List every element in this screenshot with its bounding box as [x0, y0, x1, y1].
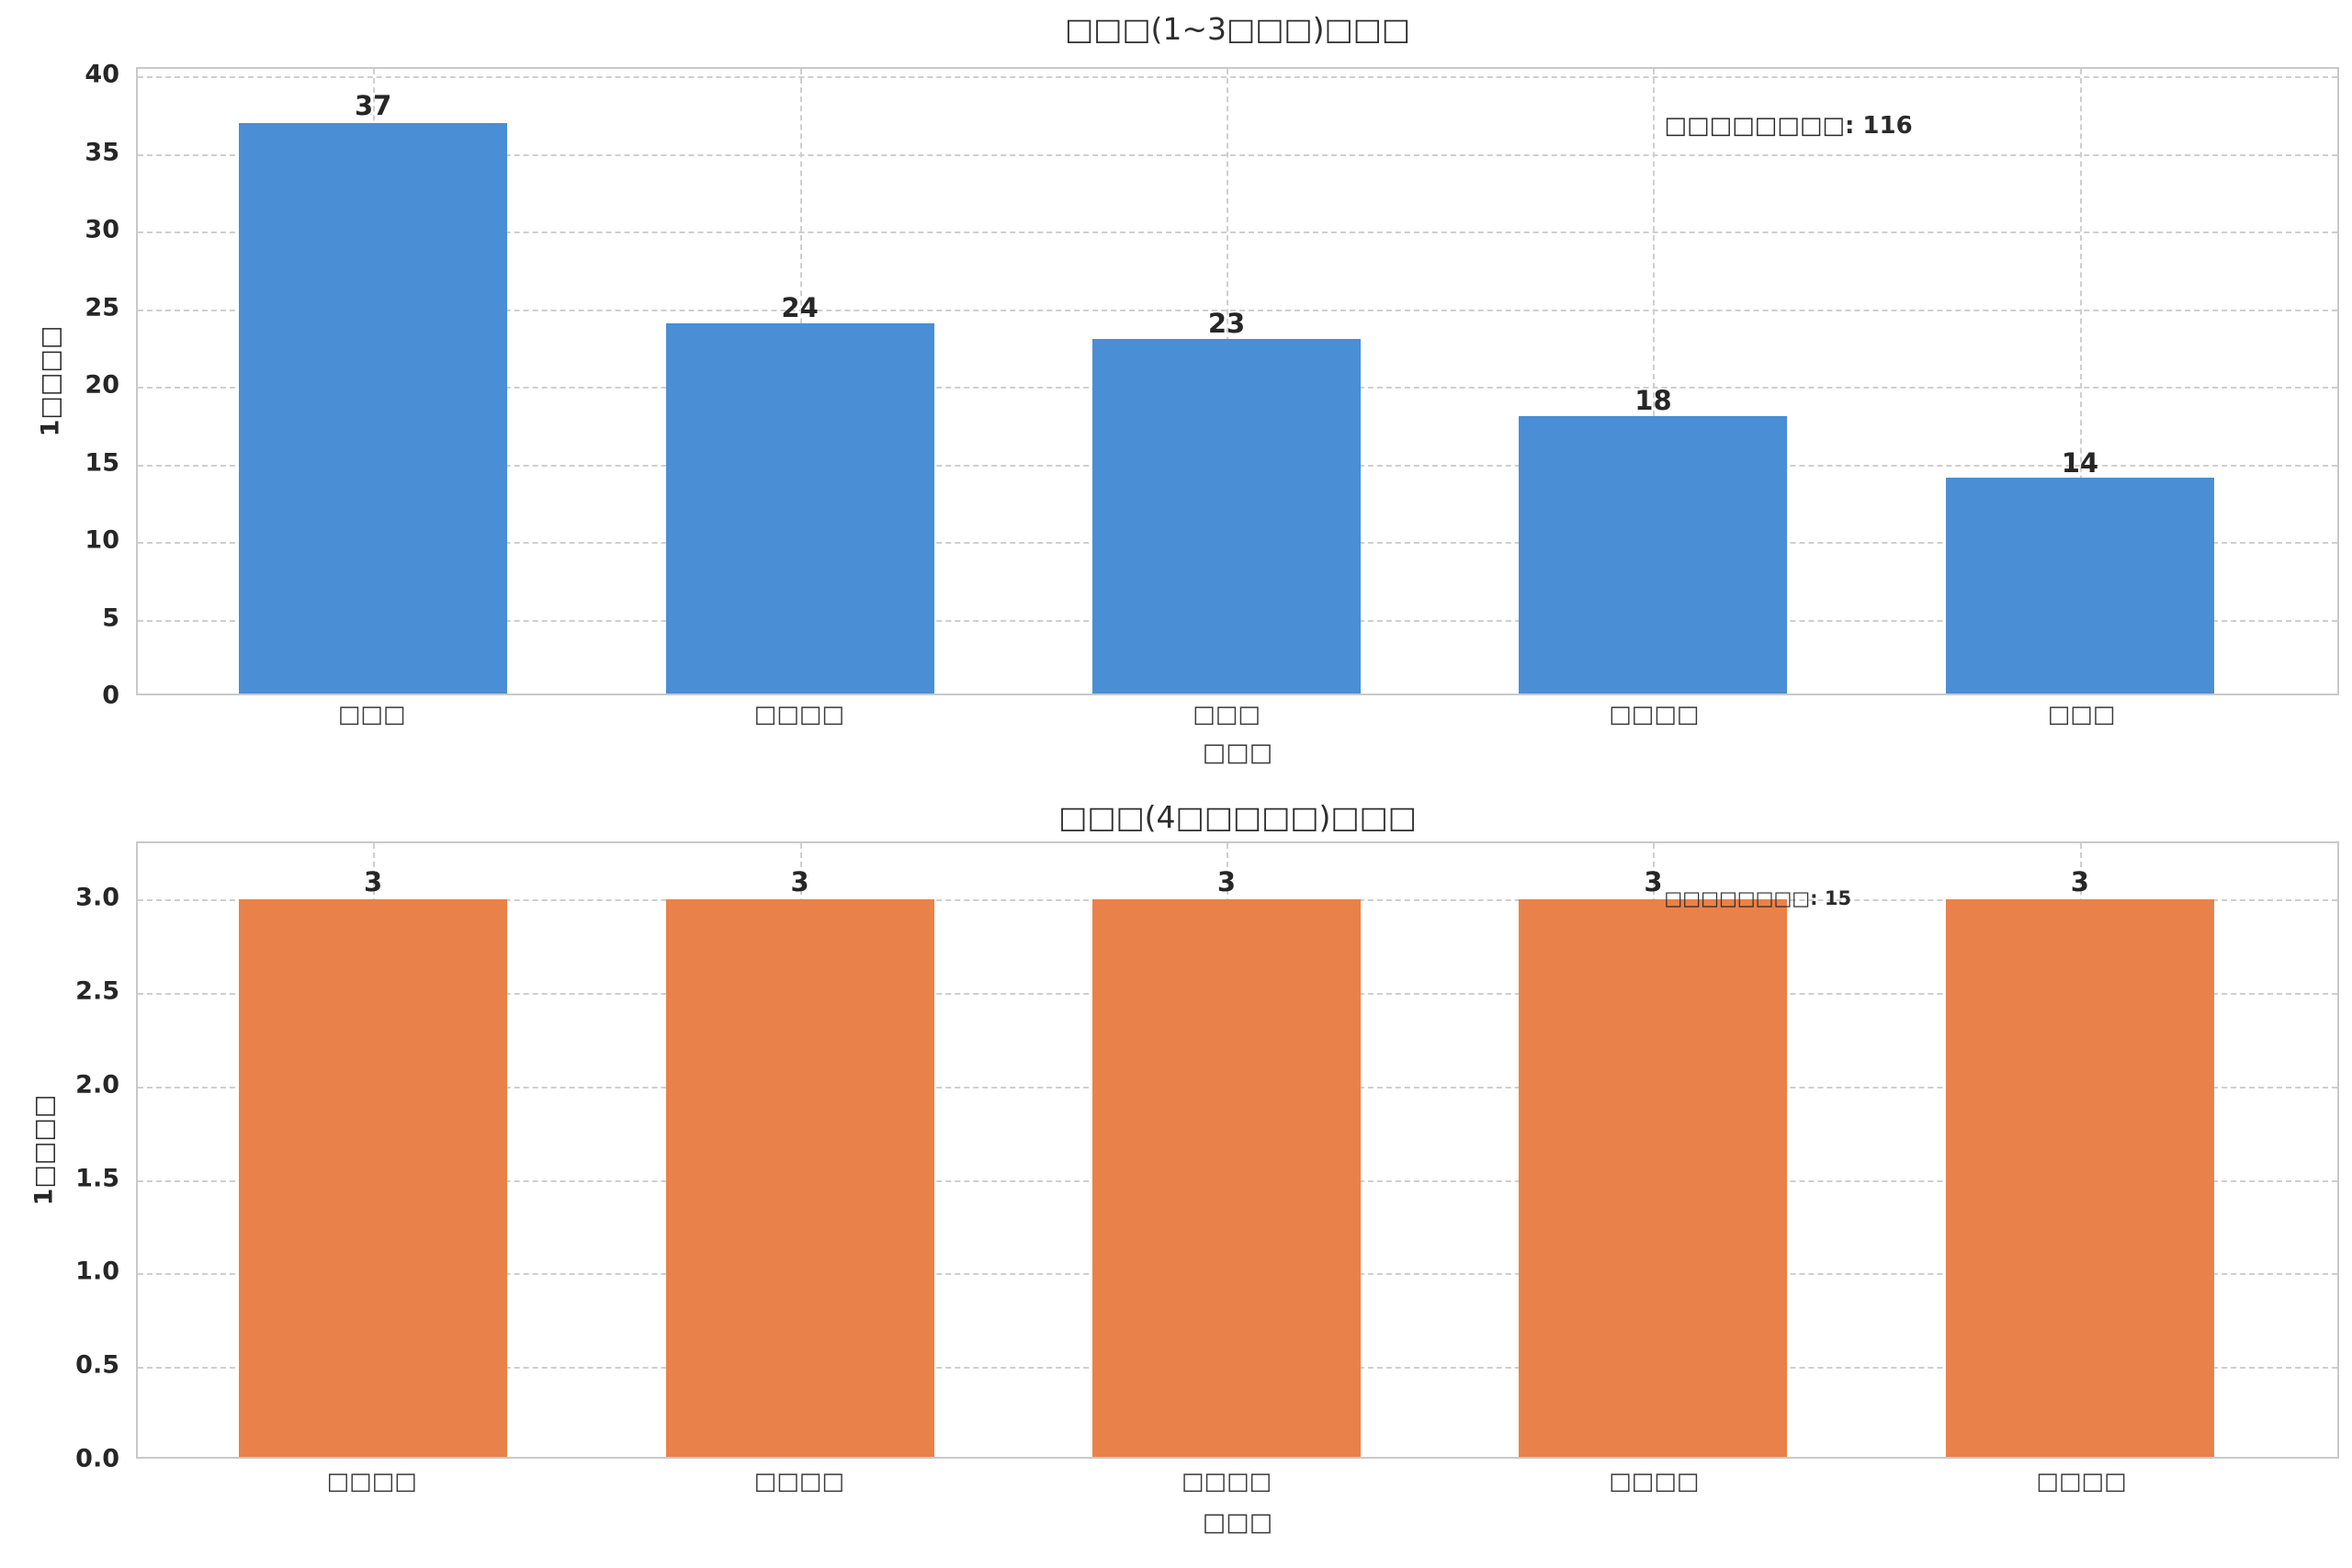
bar-value-label: 18	[1634, 385, 1672, 416]
v-gridline	[1653, 69, 1656, 694]
h-gridline	[138, 153, 2337, 156]
total-annotation: □□□□□□□□: 15	[1664, 887, 1852, 910]
bar	[1945, 477, 2214, 694]
x-axis-label: □□□	[1202, 1508, 1273, 1537]
y-tick-label: 40	[85, 60, 119, 89]
y-tick-label: 0.0	[75, 1444, 119, 1473]
bar-value-label: 14	[2061, 446, 2099, 479]
y-tick-label: 0.5	[75, 1350, 119, 1380]
bar-value-label: 37	[354, 90, 392, 122]
bar	[665, 898, 934, 1457]
x-tick-label: □□□	[2047, 701, 2116, 728]
y-tick-label: 25	[85, 293, 119, 322]
y-tick-label: 1.0	[75, 1257, 119, 1286]
chart-title: □□□(4□□□□□)□□□	[1058, 799, 1417, 835]
plot-area: □□□□□□□□: 15 3 3 3 3 3	[136, 841, 2339, 1459]
x-tick-label: □□□□	[1609, 701, 1700, 728]
x-tick-label: □□□□	[753, 1468, 844, 1495]
bar-value-label: 3	[1644, 866, 1663, 898]
total-annotation: □□□□□□□□: 116	[1664, 111, 1913, 140]
bar	[665, 323, 934, 694]
h-gridline	[138, 76, 2337, 79]
h-gridline	[138, 309, 2337, 311]
x-tick-label: □□□□	[326, 1468, 417, 1495]
bar	[239, 122, 508, 694]
bar-value-label: 3	[790, 866, 809, 898]
bar	[1519, 898, 1788, 1457]
x-axis-label: □□□	[1202, 739, 1273, 767]
bar-value-label: 3	[364, 866, 383, 898]
bar-value-label: 24	[781, 291, 819, 323]
x-tick-label: □□□□	[1609, 1468, 1700, 1495]
bar-value-label: 3	[1216, 866, 1237, 898]
y-tick-label: 3.0	[75, 883, 119, 912]
bar	[1519, 415, 1788, 694]
plot-area: □□□□□□□□: 116 37 24 23 18 14	[136, 67, 2339, 695]
bar-value-label: 3	[2070, 866, 2089, 898]
x-tick-label: □□□	[1193, 701, 1261, 728]
x-tick-label: □□□□	[1181, 1468, 1272, 1495]
bar	[1945, 898, 2214, 1457]
y-tick-label: 15	[85, 448, 119, 478]
y-tick-label: 0	[102, 681, 119, 710]
x-tick-label: □□□	[337, 701, 406, 728]
chart-title: □□□(1~3□□□)□□□	[1064, 11, 1410, 47]
y-tick-label: 30	[85, 215, 119, 244]
v-gridline	[2079, 69, 2082, 694]
x-tick-label: □□□□	[2036, 1468, 2127, 1495]
y-tick-label: 20	[85, 370, 119, 400]
y-tick-label: 5	[102, 604, 119, 633]
bar	[239, 898, 508, 1457]
h-gridline	[138, 231, 2337, 234]
y-tick-label: 2.0	[75, 1070, 119, 1100]
bar	[1091, 338, 1362, 694]
y-tick-label: 2.5	[75, 976, 119, 1006]
y-tick-label: 35	[85, 138, 119, 167]
x-tick-label: □□□□	[753, 701, 844, 728]
bar-value-label: 23	[1207, 307, 1246, 339]
y-tick-label: 1.5	[75, 1164, 119, 1193]
y-tick-label: 10	[85, 525, 119, 555]
bar	[1091, 898, 1362, 1457]
